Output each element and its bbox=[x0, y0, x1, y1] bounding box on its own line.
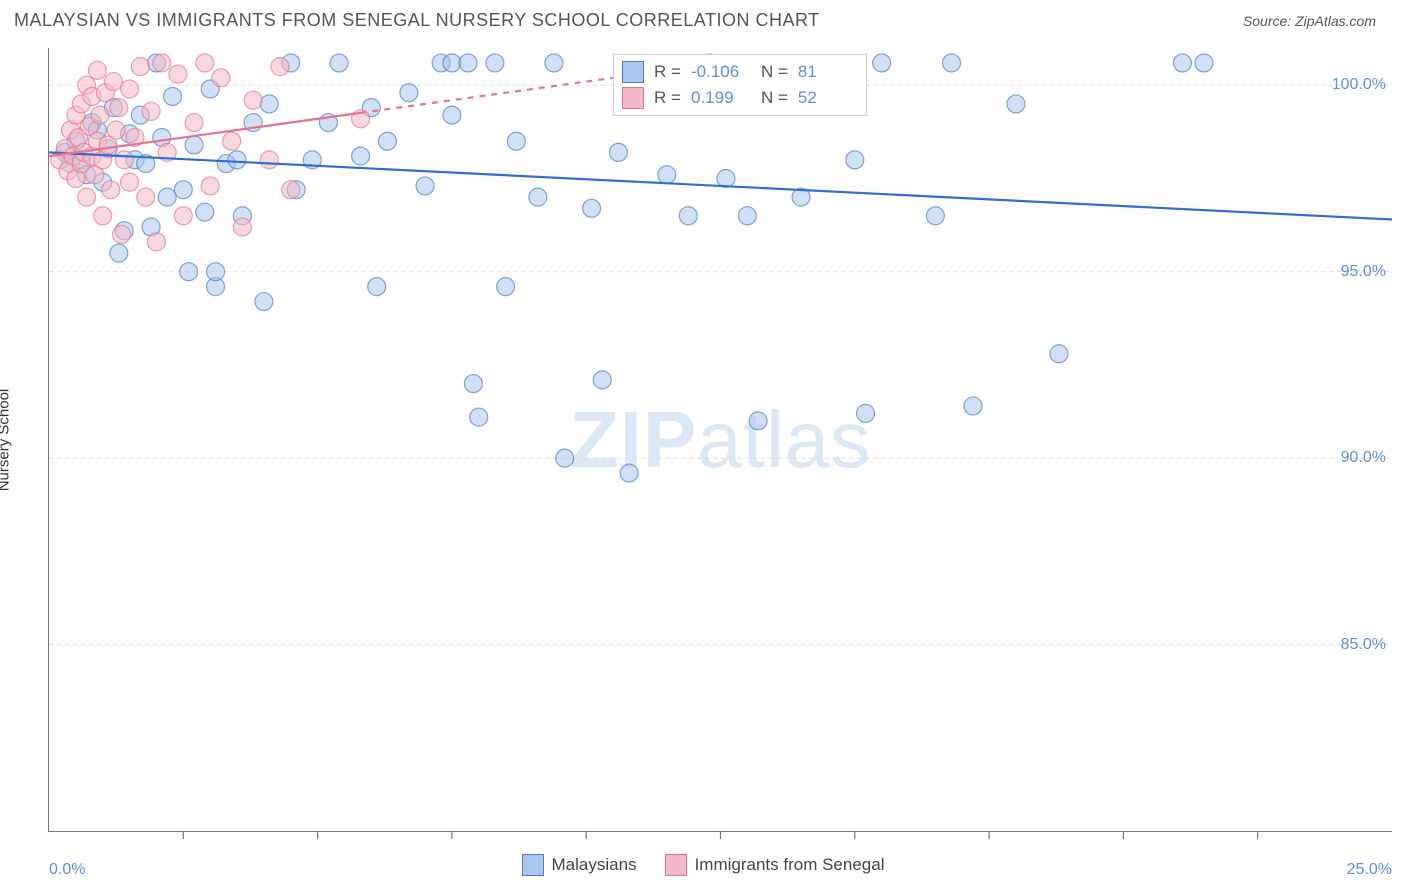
legend-label: Malaysians bbox=[552, 855, 637, 875]
plot-svg bbox=[49, 48, 1392, 831]
stat-r-label: R = bbox=[654, 88, 681, 108]
stat-r-label: R = bbox=[654, 62, 681, 82]
chart-container: Nursery School ZIPatlas R = -0.106 N = 8… bbox=[14, 48, 1392, 832]
y-tick-label: 90.0% bbox=[1341, 449, 1386, 467]
source-label: Source: ZipAtlas.com bbox=[1243, 13, 1376, 29]
stats-legend: R = -0.106 N = 81 R = 0.199 N = 52 bbox=[613, 54, 867, 116]
y-tick-label: 95.0% bbox=[1341, 263, 1386, 281]
legend-item: Immigrants from Senegal bbox=[665, 854, 885, 876]
legend-item: Malaysians bbox=[522, 854, 637, 876]
chart-header: MALAYSIAN VS IMMIGRANTS FROM SENEGAL NUR… bbox=[0, 0, 1406, 39]
plot-area: ZIPatlas R = -0.106 N = 81 R = 0.199 N =… bbox=[48, 48, 1392, 832]
stat-r-value: 0.199 bbox=[691, 88, 751, 108]
bottom-legend: Malaysians Immigrants from Senegal bbox=[0, 854, 1406, 876]
swatch-icon bbox=[665, 854, 687, 876]
y-tick-label: 100.0% bbox=[1332, 76, 1386, 94]
stat-n-value: 81 bbox=[798, 62, 858, 82]
y-tick-label: 85.0% bbox=[1341, 636, 1386, 654]
stat-n-label: N = bbox=[761, 88, 788, 108]
swatch-icon bbox=[622, 61, 644, 83]
stat-r-value: -0.106 bbox=[691, 62, 751, 82]
stat-n-label: N = bbox=[761, 62, 788, 82]
stats-row: R = -0.106 N = 81 bbox=[622, 59, 858, 85]
swatch-icon bbox=[522, 854, 544, 876]
y-axis-label: Nursery School bbox=[0, 389, 13, 492]
legend-label: Immigrants from Senegal bbox=[695, 855, 885, 875]
chart-title: MALAYSIAN VS IMMIGRANTS FROM SENEGAL NUR… bbox=[14, 10, 820, 31]
swatch-icon bbox=[622, 87, 644, 109]
stat-n-value: 52 bbox=[798, 88, 858, 108]
stats-row: R = 0.199 N = 52 bbox=[622, 85, 858, 111]
